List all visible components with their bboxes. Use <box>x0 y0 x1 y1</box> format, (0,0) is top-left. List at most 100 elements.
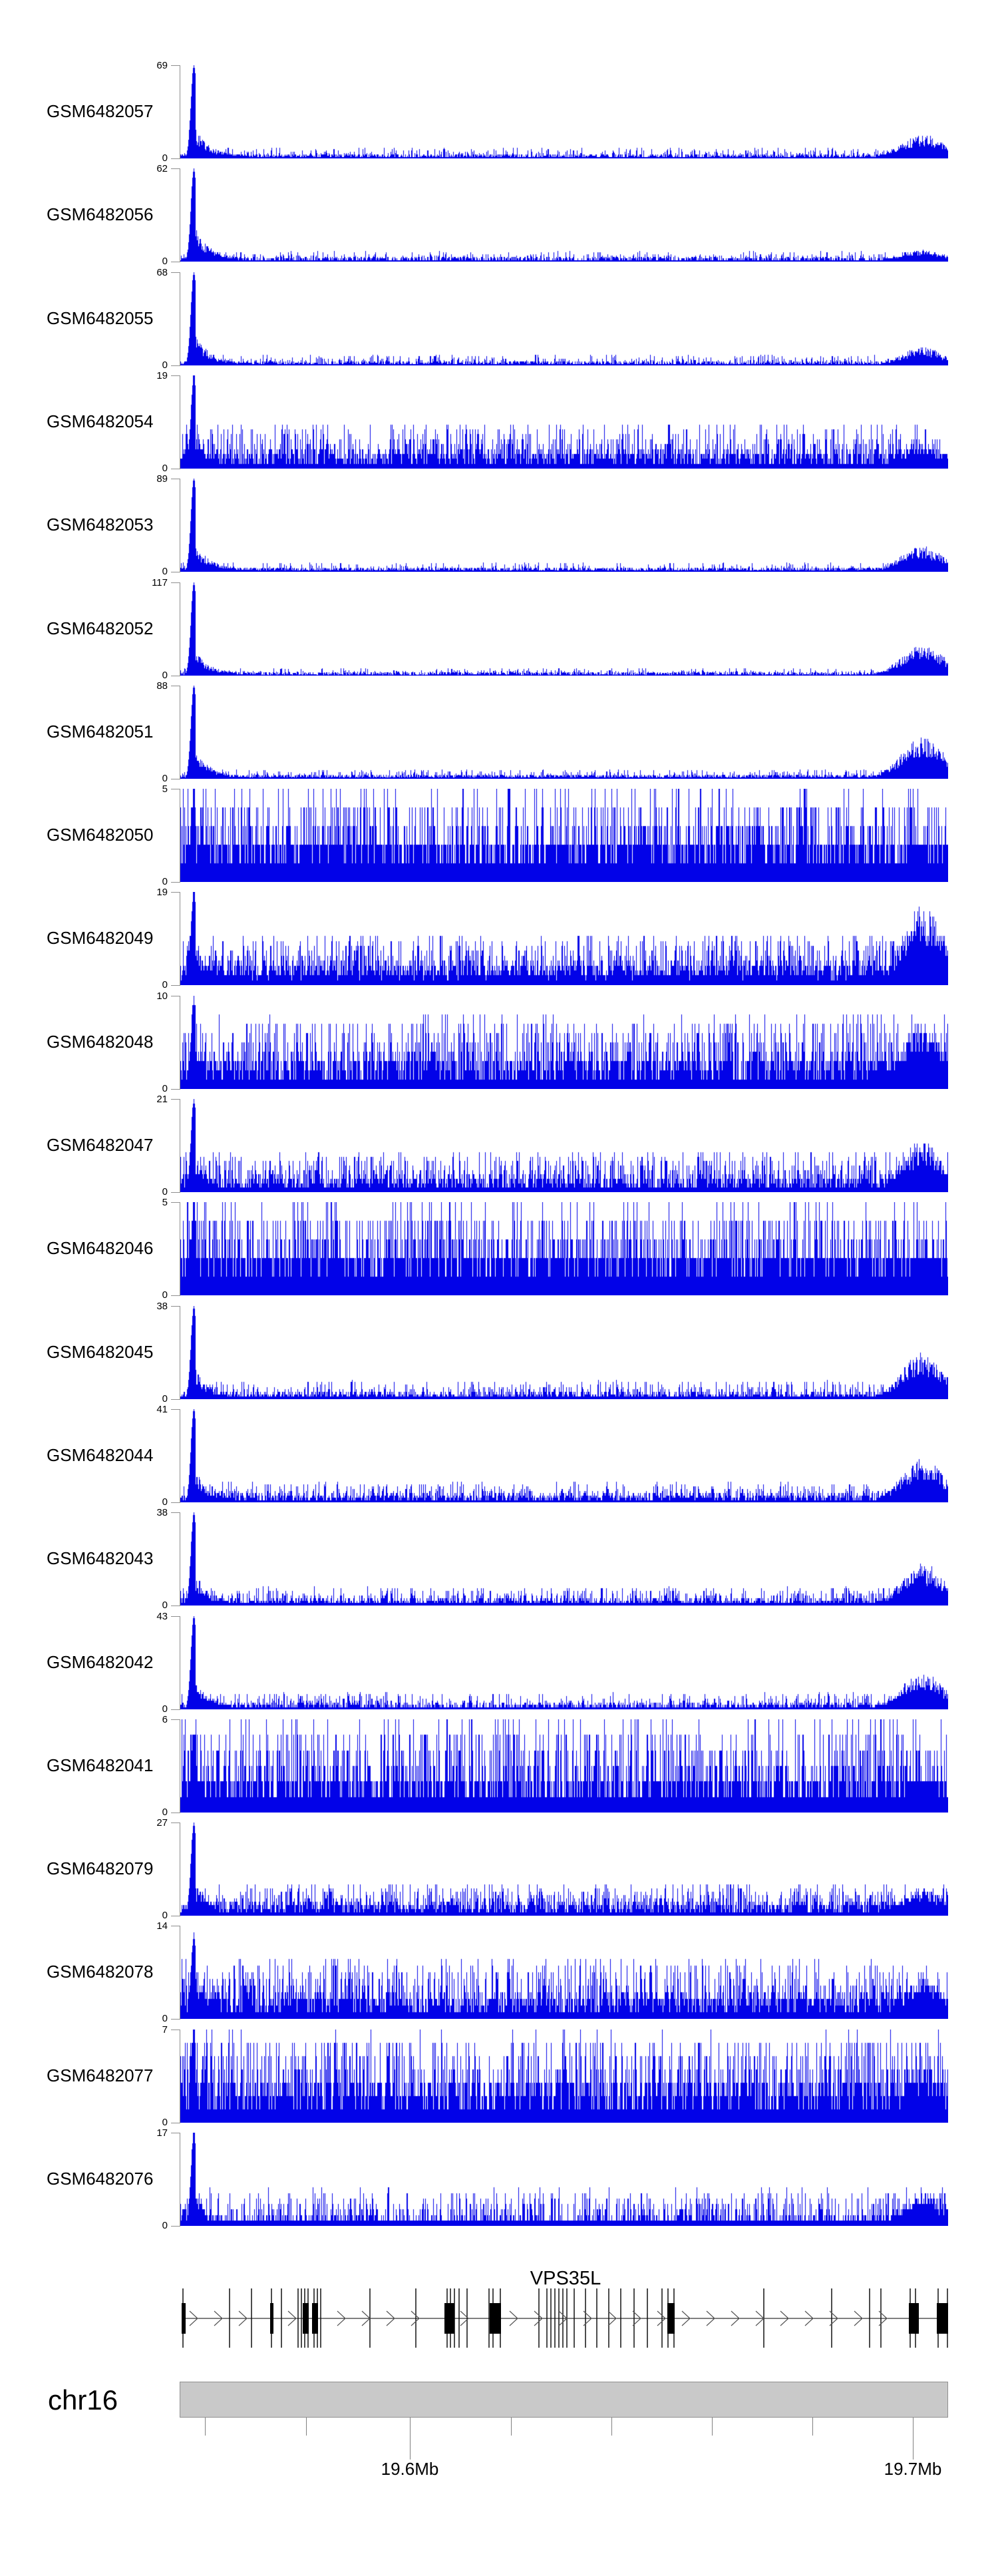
y-axis-top-tick <box>171 1202 180 1203</box>
strand-arrow-icon <box>386 2310 395 2326</box>
y-zero-label: 0 <box>162 1496 168 1508</box>
y-zero-label: 0 <box>162 1807 168 1818</box>
exon-tick <box>620 2288 621 2348</box>
position-minor-tick <box>812 2418 813 2436</box>
track-label: GSM6482079 <box>47 1858 154 1878</box>
strand-arrow-icon <box>755 2310 764 2326</box>
track-row: GSM6482054 19 0 <box>0 371 998 473</box>
coverage-signal <box>180 789 948 882</box>
coverage-signal <box>180 1099 948 1192</box>
position-tick-label: 19.7Mb <box>884 2459 942 2479</box>
y-axis-top-tick <box>171 582 180 583</box>
y-axis-top-tick <box>171 168 180 169</box>
y-max-label: 89 <box>156 473 168 485</box>
coverage-signal <box>180 1719 948 1813</box>
y-zero-label: 0 <box>162 463 168 474</box>
strand-arrow-icon <box>731 2310 740 2326</box>
exon-tick <box>301 2288 302 2348</box>
exon-box <box>909 2303 919 2334</box>
y-zero-label: 0 <box>162 152 168 164</box>
y-axis-bottom-tick <box>171 158 180 159</box>
track-row: GSM6482077 7 0 <box>0 2025 998 2127</box>
track-label: GSM6482044 <box>47 1445 154 1465</box>
y-zero-label: 0 <box>162 1186 168 1197</box>
gene-name-label: VPS35L <box>530 2268 601 2289</box>
coverage-signal <box>180 375 948 469</box>
strand-arrow-icon <box>509 2310 518 2326</box>
y-axis-bottom-tick <box>171 365 180 366</box>
coverage-signal <box>180 996 948 1089</box>
position-minor-tick <box>306 2418 307 2436</box>
position-major-tick <box>913 2418 914 2460</box>
exon-box <box>490 2303 501 2334</box>
y-axis-bottom-tick <box>171 1192 180 1193</box>
track-row: GSM6482049 19 0 <box>0 887 998 990</box>
y-axis-top-tick <box>171 1616 180 1617</box>
y-max-label: 21 <box>156 1094 168 1105</box>
y-zero-label: 0 <box>162 359 168 371</box>
gene-track: VPS35L <box>182 2268 948 2348</box>
exon-tick <box>229 2288 230 2348</box>
y-axis-bottom-tick <box>171 1089 180 1090</box>
track-label: GSM6482078 <box>47 1962 154 1982</box>
track-row: GSM6482056 62 0 <box>0 164 998 266</box>
coverage-signal <box>180 686 948 779</box>
y-zero-label: 0 <box>162 1910 168 1921</box>
track-row: GSM6482046 5 0 <box>0 1197 998 1300</box>
y-max-label: 43 <box>156 1611 168 1622</box>
track-label: GSM6482042 <box>47 1652 154 1672</box>
track-label: GSM6482047 <box>47 1135 154 1155</box>
exon-box <box>303 2303 309 2334</box>
coverage-signal <box>180 892 948 985</box>
strand-arrow-icon <box>583 2310 592 2326</box>
exon-tick <box>585 2288 586 2348</box>
coverage-signal <box>180 1512 948 1606</box>
position-minor-tick <box>205 2418 206 2436</box>
coverage-signal <box>180 1926 948 2019</box>
y-axis-top-tick <box>171 65 180 66</box>
strand-arrow-icon <box>287 2310 297 2326</box>
y-zero-label: 0 <box>162 1393 168 1404</box>
y-axis-top-tick <box>171 272 180 273</box>
strand-arrow-icon <box>632 2310 641 2326</box>
coverage-signal <box>180 1202 948 1295</box>
strand-arrow-icon <box>681 2310 691 2326</box>
strand-arrow-icon <box>854 2310 863 2326</box>
y-axis-top-tick <box>171 1306 180 1307</box>
y-zero-label: 0 <box>162 256 168 267</box>
track-row: GSM6482078 14 0 <box>0 1921 998 2024</box>
track-label: GSM6482045 <box>47 1342 154 1362</box>
y-zero-label: 0 <box>162 1703 168 1715</box>
exon-box <box>312 2303 318 2334</box>
track-label: GSM6482052 <box>47 618 154 638</box>
y-max-label: 17 <box>156 2127 168 2139</box>
track-label: GSM6482077 <box>47 2065 154 2085</box>
exon-box <box>444 2303 454 2334</box>
track-row: GSM6482079 27 0 <box>0 1818 998 1920</box>
y-max-label: 19 <box>156 887 168 898</box>
exon-tick <box>633 2288 635 2348</box>
y-max-label: 117 <box>152 577 168 588</box>
exon-tick <box>251 2288 252 2348</box>
track-row: GSM6482045 38 0 <box>0 1301 998 1404</box>
track-label: GSM6482054 <box>47 411 154 431</box>
y-axis-bottom-tick <box>171 2226 180 2227</box>
y-zero-label: 0 <box>162 2117 168 2128</box>
y-zero-label: 0 <box>162 1083 168 1094</box>
exon-tick <box>281 2288 282 2348</box>
exon-tick <box>869 2288 870 2348</box>
exon-tick <box>880 2288 882 2348</box>
exon-tick <box>574 2288 575 2348</box>
exon-tick <box>647 2288 648 2348</box>
exon-tick <box>458 2288 460 2348</box>
track-label: GSM6482050 <box>47 825 154 845</box>
track-label: GSM6482048 <box>47 1032 154 1052</box>
exon-tick <box>538 2288 540 2348</box>
y-max-label: 38 <box>156 1507 168 1518</box>
y-zero-label: 0 <box>162 1289 168 1301</box>
position-tick-label: 19.6Mb <box>381 2459 439 2479</box>
exon-tick <box>320 2288 321 2348</box>
y-max-label: 88 <box>156 680 168 692</box>
coverage-signal <box>180 65 948 158</box>
track-row: GSM6482044 41 0 <box>0 1404 998 1507</box>
